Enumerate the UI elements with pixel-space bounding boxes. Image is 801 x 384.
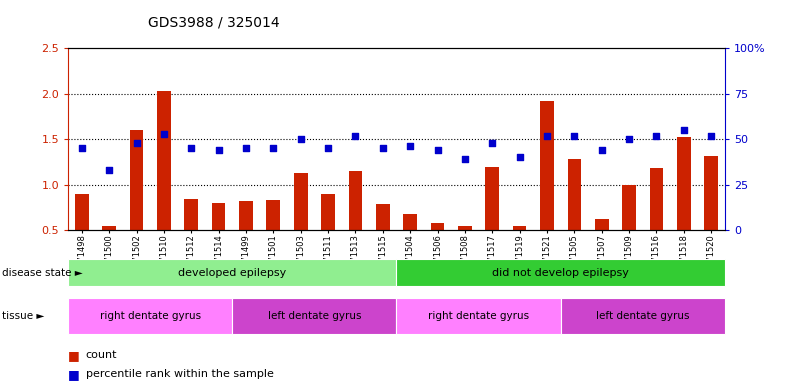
Point — [458, 156, 471, 162]
Bar — [431, 223, 445, 230]
Point — [678, 127, 690, 133]
Text: right dentate gyrus: right dentate gyrus — [428, 311, 529, 321]
Point — [239, 145, 252, 151]
Bar — [211, 203, 225, 230]
Text: right dentate gyrus: right dentate gyrus — [99, 311, 201, 321]
Bar — [130, 130, 143, 230]
Bar — [650, 168, 663, 230]
Point — [431, 147, 444, 153]
Text: left dentate gyrus: left dentate gyrus — [268, 311, 361, 321]
Text: left dentate gyrus: left dentate gyrus — [596, 311, 690, 321]
Point — [130, 140, 143, 146]
Bar — [677, 137, 690, 230]
Bar — [376, 204, 389, 230]
Point — [595, 147, 608, 153]
Point — [185, 145, 198, 151]
Point — [294, 136, 307, 142]
Bar — [404, 214, 417, 230]
Bar — [75, 194, 89, 230]
Text: ■: ■ — [68, 368, 80, 381]
Bar — [513, 226, 526, 230]
Point — [650, 132, 663, 139]
Bar — [103, 226, 116, 230]
Point — [705, 132, 718, 139]
Point — [541, 132, 553, 139]
Point — [75, 145, 88, 151]
Point — [158, 131, 171, 137]
Bar — [267, 200, 280, 230]
Point — [376, 145, 389, 151]
Bar — [321, 194, 335, 230]
Bar — [157, 91, 171, 230]
Point — [486, 140, 499, 146]
Bar — [184, 199, 198, 230]
Bar — [622, 185, 636, 230]
Bar — [704, 156, 718, 230]
Bar — [540, 101, 553, 230]
Bar — [458, 226, 472, 230]
Point — [404, 143, 417, 149]
Text: developed epilepsy: developed epilepsy — [178, 268, 287, 278]
Bar — [485, 167, 499, 230]
Point — [212, 147, 225, 153]
Text: disease state ►: disease state ► — [2, 268, 83, 278]
Point — [322, 145, 335, 151]
Point — [267, 145, 280, 151]
Point — [513, 154, 526, 161]
Point — [622, 136, 635, 142]
Point — [568, 132, 581, 139]
Bar — [568, 159, 582, 230]
Point — [349, 132, 362, 139]
Bar — [595, 218, 609, 230]
Bar — [294, 173, 308, 230]
Point — [103, 167, 115, 173]
Text: ■: ■ — [68, 349, 80, 362]
Text: count: count — [86, 350, 117, 360]
Text: GDS3988 / 325014: GDS3988 / 325014 — [148, 15, 280, 29]
Text: tissue ►: tissue ► — [2, 311, 44, 321]
Bar — [239, 201, 253, 230]
Text: did not develop epilepsy: did not develop epilepsy — [493, 268, 629, 278]
Bar — [348, 171, 362, 230]
Text: percentile rank within the sample: percentile rank within the sample — [86, 369, 274, 379]
